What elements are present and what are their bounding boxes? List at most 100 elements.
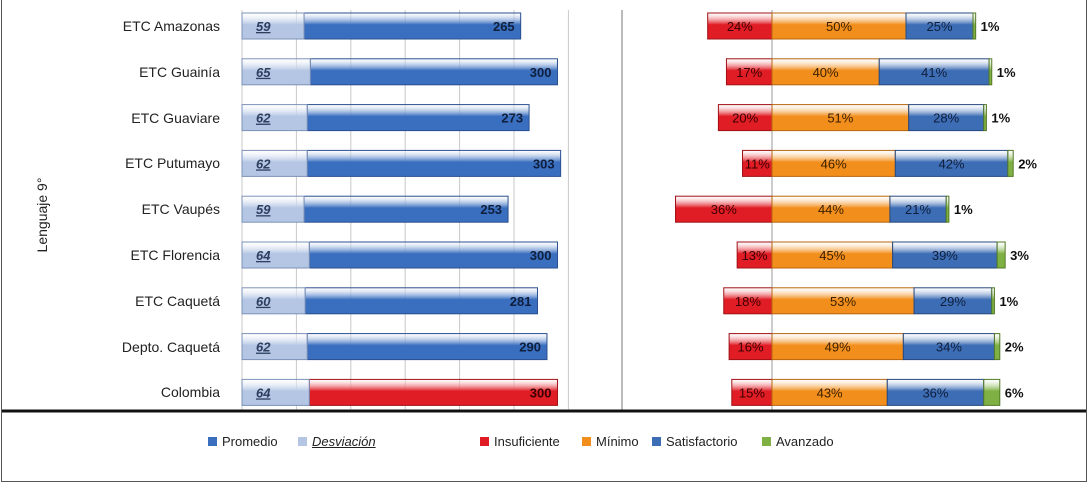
satisfactorio-data-label: 28% — [933, 111, 959, 126]
avanzado-bar — [996, 241, 1006, 269]
insuficiente-bar — [725, 58, 773, 86]
left-bars: 59 265 65 300 62 273 62 303 59 253 64 300 60 281 62 290… — [241, 12, 562, 406]
satisfactorio-bar — [886, 378, 985, 406]
legend-label: Desviación — [312, 434, 376, 449]
insuficiente-bar — [723, 287, 773, 315]
desviacion-bar — [241, 149, 308, 177]
avanzado-data-label: 1% — [997, 65, 1016, 80]
legend-swatch — [480, 437, 489, 446]
avanzado-bar — [1007, 149, 1014, 177]
avanzado-data-label: 1% — [991, 111, 1010, 126]
legend-label: Promedio — [222, 434, 278, 449]
minimo-data-label: 46% — [821, 156, 847, 171]
legend-item: Avanzado — [762, 434, 834, 449]
promedio-data-label: 290 — [519, 340, 541, 355]
avanzado-bar — [972, 12, 977, 40]
legend-item: Desviación — [298, 434, 376, 449]
desviacion-data-label: 65 — [256, 65, 271, 80]
promedio-data-label: 265 — [493, 19, 515, 34]
desviacion-data-label: 62 — [256, 156, 271, 171]
promedio-bar — [303, 195, 509, 223]
insuficiente-data-label: 16% — [738, 340, 764, 355]
desviacion-data-label: 64 — [256, 385, 271, 400]
legend-label: Avanzado — [776, 434, 834, 449]
category-label: ETC Putumayo — [125, 155, 220, 172]
promedio-data-label: 300 — [530, 65, 552, 80]
avanzado-bar — [988, 58, 993, 86]
category-label: Depto. Caquetá — [121, 338, 220, 355]
legend-item: Mínimo — [582, 434, 639, 449]
desviacion-data-label: 62 — [256, 111, 271, 126]
category-label: ETC Guaviare — [131, 109, 220, 126]
promedio-data-label: 253 — [480, 202, 502, 217]
insuficiente-data-label: 18% — [735, 294, 761, 309]
promedio-bar — [304, 287, 539, 315]
legend-swatch — [652, 437, 661, 446]
desviacion-bar — [241, 58, 311, 86]
minimo-data-label: 44% — [818, 202, 844, 217]
satisfactorio-data-label: 29% — [940, 294, 966, 309]
category-label: ETC Caquetá — [135, 292, 220, 309]
satisfactorio-data-label: 21% — [905, 202, 931, 217]
insuficiente-bar — [707, 12, 773, 40]
insuficiente-data-label: 11% — [745, 156, 770, 171]
category-label: ETC Amazonas — [122, 18, 220, 34]
minimo-bar — [771, 378, 888, 406]
legend-label: Satisfactorio — [666, 434, 738, 449]
avanzado-data-label: 3% — [1010, 248, 1029, 263]
insuficiente-bar — [717, 104, 773, 132]
minimo-data-label: 51% — [827, 111, 853, 126]
right-bars: 24% 50% 25% 1% 17% 40% 41% 1% 20% 51% 28% 1% 11% 46% 4… — [675, 12, 1037, 406]
promedio-bar — [308, 378, 558, 406]
avanzado-bar — [983, 378, 1001, 406]
satisfactorio-bar — [905, 12, 974, 40]
legend-label: Insuficiente — [494, 434, 560, 449]
desviacion-bar — [241, 287, 306, 315]
minimo-bar — [771, 333, 904, 361]
desviacion-data-label: 60 — [256, 294, 271, 309]
legend-item: Promedio — [208, 434, 278, 449]
y-axis-label: Lenguaje 9° — [34, 177, 50, 253]
satisfactorio-bar — [894, 149, 1009, 177]
minimo-bar — [771, 104, 910, 132]
insuficiente-data-label: 15% — [739, 385, 765, 400]
avanzado-data-label: 2% — [1005, 340, 1024, 355]
legend-swatch — [298, 437, 307, 446]
category-label: ETC Vaupés — [141, 201, 220, 218]
avanzado-data-label: 1% — [999, 294, 1018, 309]
promedio-data-label: 300 — [530, 248, 552, 263]
desviacion-bar — [241, 195, 305, 223]
minimo-data-label: 43% — [817, 385, 843, 400]
desviacion-bar — [241, 333, 308, 361]
legend-item: Insuficiente — [480, 434, 560, 449]
insuficiente-bar — [731, 378, 773, 406]
insuficiente-data-label: 20% — [732, 111, 758, 126]
category-label: Colombia — [160, 384, 220, 401]
promedio-bar — [309, 58, 558, 86]
avanzado-bar — [945, 195, 950, 223]
minimo-data-label: 45% — [819, 248, 845, 263]
minimo-data-label: 53% — [830, 294, 856, 309]
promedio-bar — [306, 149, 562, 177]
category-label: ETC Guainía — [139, 63, 220, 80]
promedio-data-label: 281 — [510, 294, 532, 309]
insuficiente-data-label: 24% — [727, 19, 753, 34]
minimo-bar — [771, 12, 907, 40]
legend-swatch — [582, 437, 591, 446]
satisfactorio-bar — [878, 58, 990, 86]
desviacion-bar — [241, 241, 310, 269]
satisfactorio-data-label: 41% — [921, 65, 947, 80]
avanzado-bar — [991, 287, 995, 315]
avanzado-bar — [993, 333, 1001, 361]
desviacion-bar — [241, 378, 310, 406]
promedio-data-label: 273 — [501, 111, 523, 126]
desviacion-data-label: 64 — [256, 248, 271, 263]
promedio-bar — [308, 241, 558, 269]
avanzado-bar — [983, 104, 987, 132]
satisfactorio-bar — [892, 241, 998, 269]
promedio-data-label: 300 — [530, 385, 552, 400]
satisfactorio-bar — [902, 333, 995, 361]
desviacion-data-label: 59 — [256, 202, 271, 217]
category-label: ETC Florencia — [130, 247, 220, 263]
